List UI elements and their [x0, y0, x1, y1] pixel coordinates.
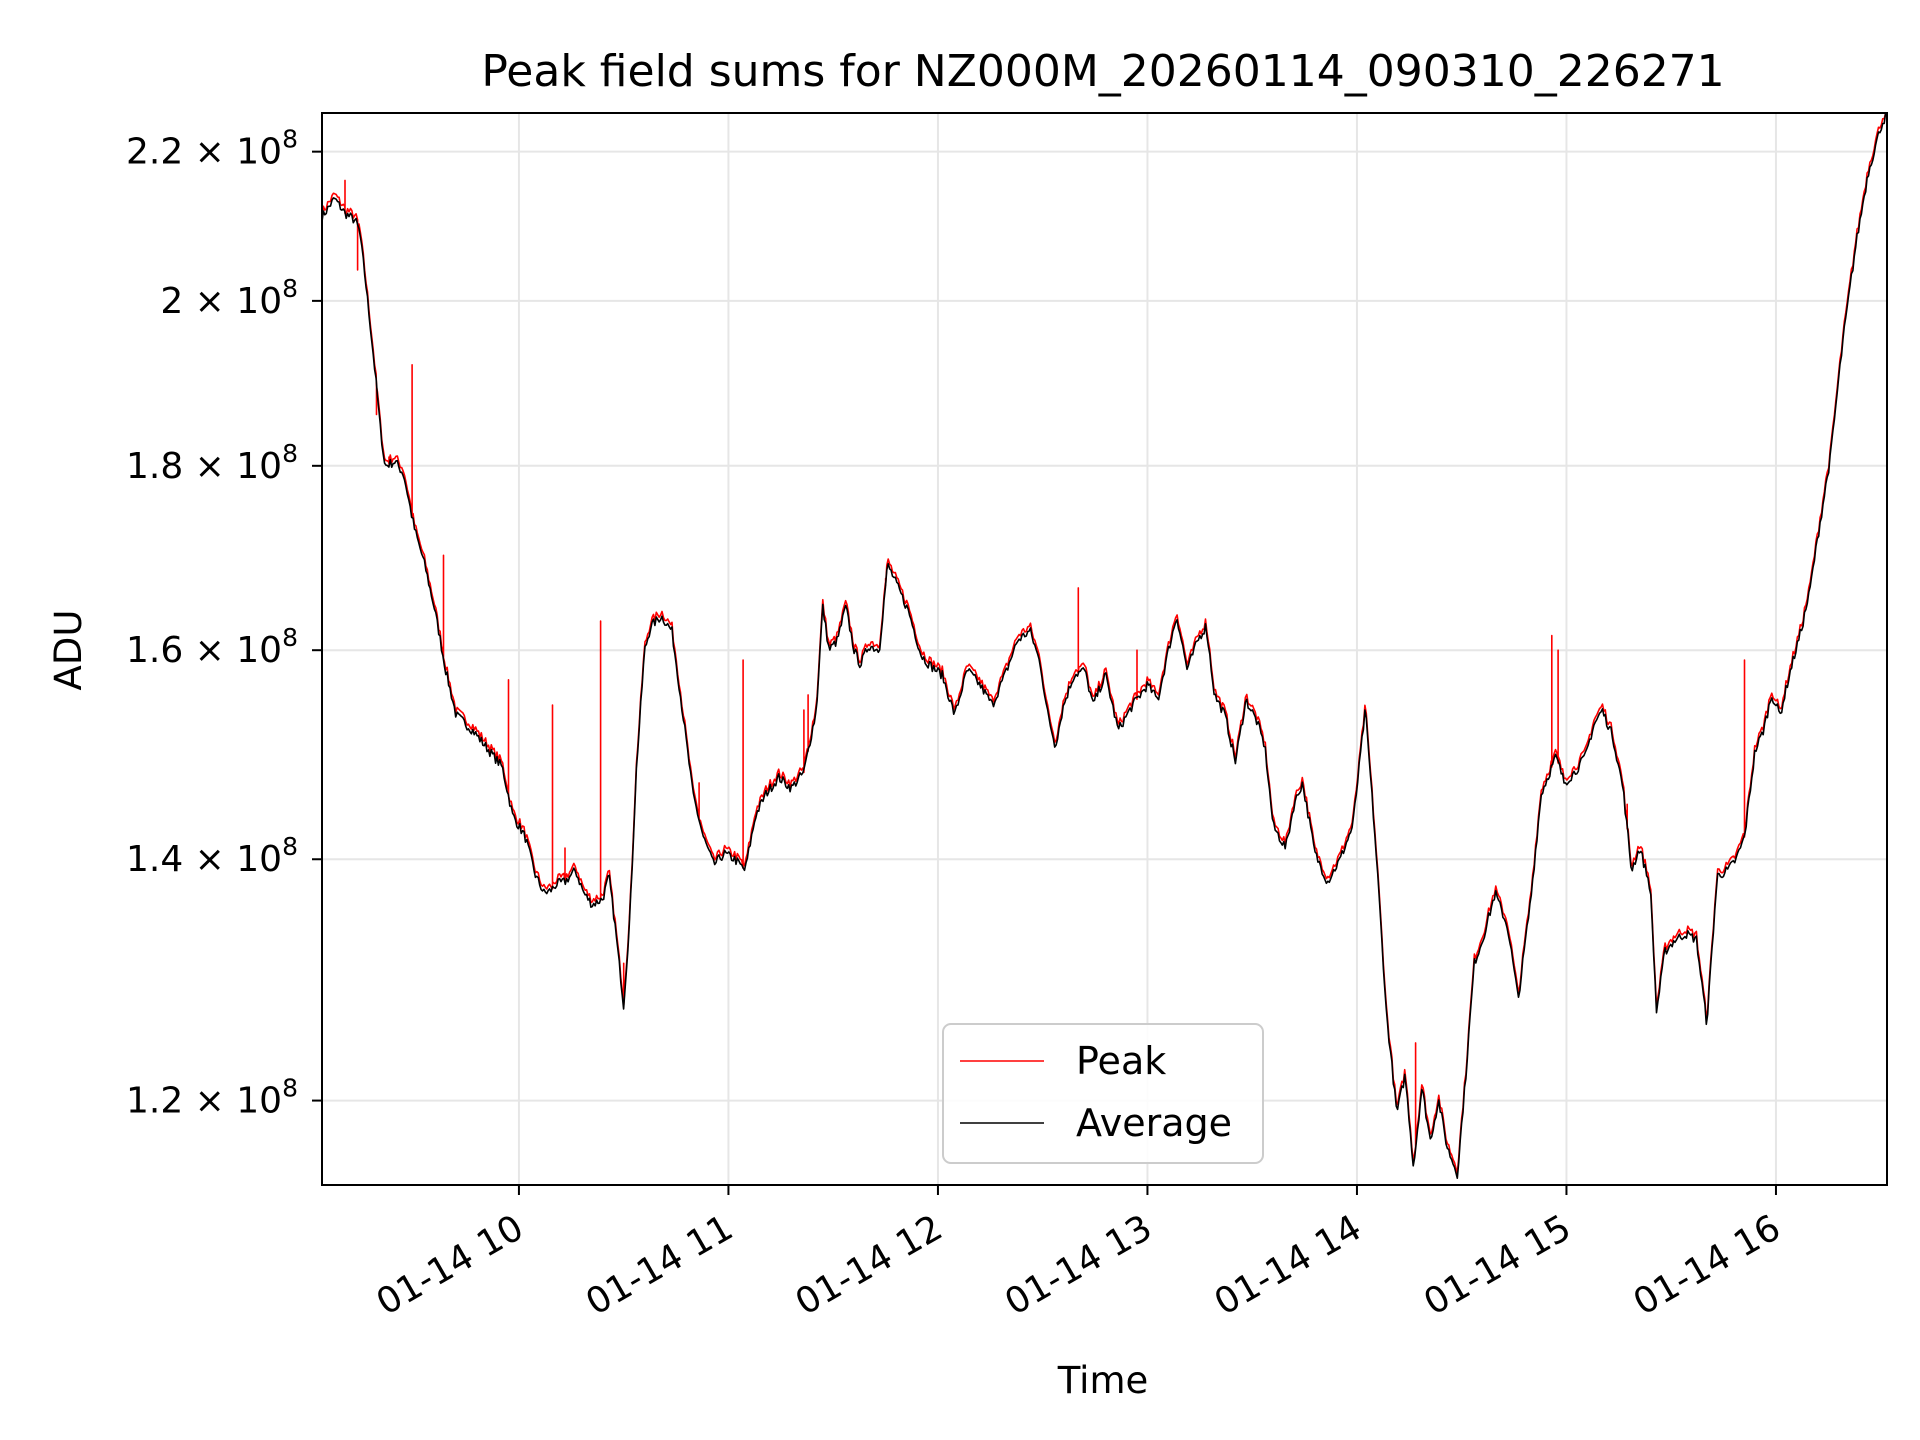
- y-tick-label: 1.4 × 108: [126, 832, 298, 880]
- legend-average-label: Average: [1076, 1101, 1232, 1145]
- plot-area-frame: [321, 112, 1888, 1186]
- y-tick-label: 1.6 × 108: [126, 623, 298, 671]
- y-tick-label: 1.2 × 108: [126, 1074, 298, 1122]
- y-axis: 1.2 × 108 1.4 × 108 1.6 × 108 1.8 × 108 2 × …: [126, 125, 322, 1122]
- average-series-line: [321, 112, 1887, 1179]
- legend: Peak Average: [942, 1023, 1264, 1164]
- chart-title: Peak field sums for NZ000M_20260114_0903…: [481, 46, 1724, 97]
- legend-peak-label: Peak: [1076, 1039, 1166, 1083]
- legend-box: [942, 1023, 1264, 1164]
- y-tick-label: 2 × 108: [160, 274, 298, 322]
- y-axis-title: ADU: [47, 610, 90, 691]
- series-layer: [321, 112, 1887, 1179]
- grid: [322, 113, 1887, 1185]
- y-tick-label: 1.8 × 108: [126, 439, 298, 487]
- y-tick-label: 2.2 × 108: [126, 125, 298, 173]
- x-axis-title: Time: [1057, 1359, 1149, 1402]
